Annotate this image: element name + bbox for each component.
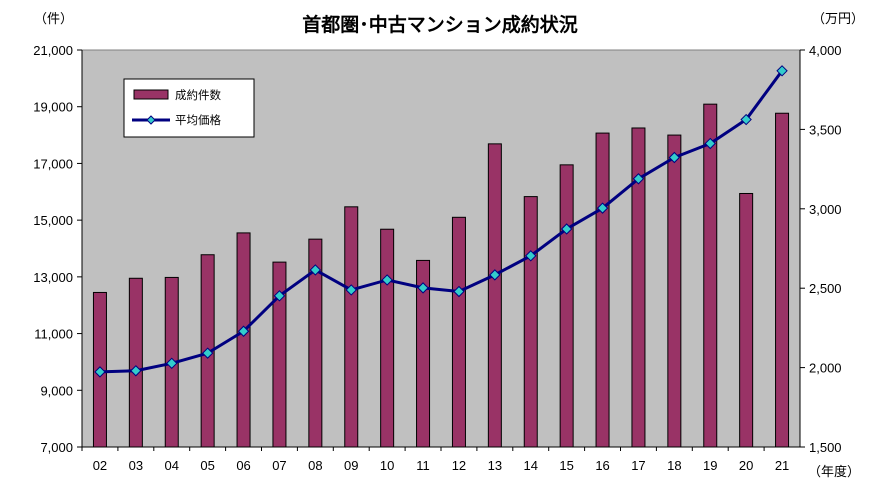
bar: [344, 206, 359, 448]
bar: [667, 134, 682, 448]
legend-bar-swatch: [133, 89, 169, 100]
line-point: [776, 65, 788, 77]
y-left-unit-label: （件）: [34, 12, 74, 27]
line-point: [273, 290, 286, 302]
bar: [559, 164, 574, 448]
x-tick-label: 14: [524, 458, 538, 473]
legend-line-marker: [146, 115, 156, 125]
bar: [128, 277, 143, 448]
legend-line-label: 平均価格: [175, 113, 221, 127]
x-tick-label: 07: [272, 458, 286, 473]
chart-title: 首都圏･中古マンション成約状況: [302, 14, 578, 36]
line-point: [704, 137, 716, 150]
line-point: [237, 325, 250, 337]
line-point: [130, 365, 142, 377]
x-tick-label: 06: [236, 458, 250, 473]
x-tick-label: 15: [559, 458, 573, 473]
x-tick-label: 16: [595, 458, 609, 473]
y-left-tick-label: 17,000: [33, 156, 73, 171]
bar: [775, 112, 790, 448]
x-tick-label: 02: [93, 458, 107, 473]
bar: [487, 143, 502, 448]
y-right-tick-label: 4,000: [809, 43, 842, 58]
line-point: [668, 151, 681, 164]
y-left-tick-label: 15,000: [33, 213, 73, 228]
x-tick-label: 12: [452, 458, 466, 473]
line-point: [560, 223, 573, 235]
x-tick-label: 08: [308, 458, 322, 473]
line-point: [740, 113, 752, 126]
y-left-tick-label: 13,000: [33, 270, 73, 285]
x-unit-label: （年度）: [808, 465, 861, 480]
x-tick-label: 04: [165, 458, 179, 473]
x-tick-label: 18: [667, 458, 681, 473]
x-tick-label: 17: [631, 458, 645, 473]
series-line: [99, 69, 784, 374]
bar: [739, 192, 754, 448]
line-point: [417, 282, 429, 294]
y-right-unit-label: （万円）: [812, 12, 865, 27]
x-tick-label: 20: [739, 458, 753, 473]
y-left-tick-label: 19,000: [33, 100, 73, 115]
x-tick-label: 21: [775, 458, 789, 473]
bar: [236, 232, 251, 448]
line-point: [166, 357, 178, 370]
bar: [703, 103, 718, 448]
y-left-tick-label: 11,000: [34, 327, 73, 342]
line-point: [345, 284, 357, 296]
line-point: [489, 269, 501, 281]
legend-box: [123, 78, 255, 138]
x-tick-label: 19: [703, 458, 717, 473]
x-tick-label: 05: [200, 458, 214, 473]
bar: [272, 261, 287, 448]
line-point: [596, 202, 609, 214]
line-point: [453, 285, 465, 298]
legend-bar-label: 成約件数: [175, 88, 221, 102]
y-left-tick-label: 21,000: [33, 43, 73, 58]
y-right-tick-label: 1,500: [809, 440, 842, 455]
bar: [523, 196, 538, 448]
y-left-tick-label: 7,000: [40, 440, 73, 455]
y-right-tick-label: 3,000: [809, 202, 842, 217]
line-point: [525, 250, 537, 262]
line-point: [381, 274, 393, 286]
line-point: [309, 264, 322, 276]
line-point: [201, 347, 214, 359]
bar: [595, 132, 610, 448]
x-tick-label: 13: [488, 458, 502, 473]
bar: [451, 216, 466, 448]
y-right-tick-label: 3,500: [809, 122, 842, 137]
x-tick-label: 09: [344, 458, 358, 473]
x-tick-label: 03: [129, 458, 143, 473]
y-right-tick-label: 2,500: [809, 281, 842, 296]
x-tick-label: 10: [380, 458, 394, 473]
bar: [380, 228, 395, 448]
x-tick-label: 11: [416, 458, 430, 473]
y-left-tick-label: 9,000: [40, 383, 73, 398]
line-point: [94, 366, 106, 378]
line-point: [632, 173, 645, 185]
y-right-tick-label: 2,000: [809, 361, 842, 376]
